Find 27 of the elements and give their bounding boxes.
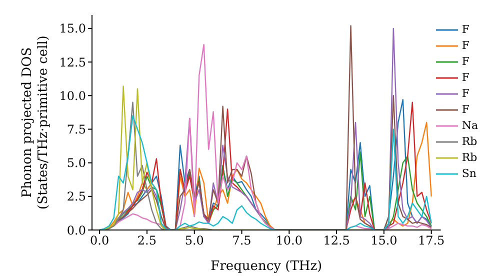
- x-tick-label: 10.0: [276, 234, 303, 248]
- y-tick-label: 0.0: [66, 223, 86, 238]
- x-tick-label: 0.0: [90, 234, 110, 248]
- y-tick-label: 12.5: [59, 55, 86, 70]
- x-tick-label: 2.5: [137, 234, 157, 248]
- legend-label: F: [462, 22, 470, 38]
- y-axis-title: Phonon projected DOS (States/THz·primitive cell): [20, 35, 51, 210]
- x-tick-label: 15.0: [370, 234, 398, 248]
- legend-label: F: [462, 86, 470, 102]
- legend-label: F: [462, 70, 470, 86]
- x-tick-label: 17.5: [418, 234, 445, 248]
- x-tick-label: 12.5: [323, 234, 350, 248]
- y-tick-label: 15.0: [59, 22, 86, 36]
- legend-label: F: [462, 38, 470, 54]
- legend-label: Na: [462, 118, 478, 134]
- legend-label: Rb: [462, 150, 478, 166]
- y-tick-label: 7.5: [66, 122, 86, 136]
- x-tick-label: 5.0: [184, 234, 204, 248]
- x-tick-label: 7.5: [232, 234, 252, 248]
- x-axis-title: Frequency (THz): [210, 259, 322, 274]
- legend-label: F: [462, 102, 470, 118]
- legend-label: Sn: [462, 166, 476, 182]
- y-tick-label: 5.0: [66, 156, 86, 170]
- legend-label: Rb: [462, 134, 478, 150]
- legend-label: F: [462, 54, 470, 70]
- y-tick-label: 10.0: [59, 88, 86, 103]
- y-tick-label: 2.5: [66, 190, 86, 204]
